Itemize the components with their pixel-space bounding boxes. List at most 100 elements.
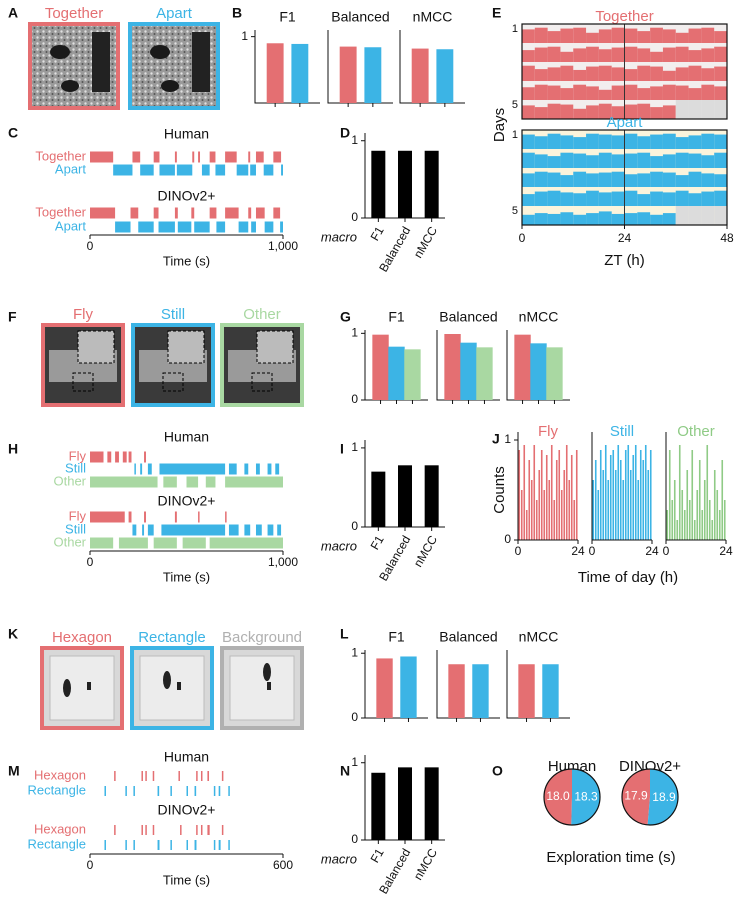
- activity-bar: [560, 212, 574, 225]
- bar: [460, 342, 477, 400]
- activity-bar: [662, 84, 676, 100]
- y-tick-label: 0: [351, 519, 358, 533]
- panel-letter: E: [492, 5, 501, 21]
- activity-bar: [598, 211, 612, 225]
- activity-bar: [586, 86, 599, 100]
- activity-bar: [662, 70, 676, 81]
- activity-bar: [560, 65, 574, 81]
- activity-bar: [611, 27, 625, 43]
- x-tick-label: 0: [87, 555, 94, 569]
- subplot-title: nMCC: [519, 629, 559, 645]
- activity-bar: [624, 104, 638, 119]
- activity-bar: [714, 31, 727, 43]
- row-label: 1: [512, 129, 518, 141]
- behavior-segment: [176, 164, 193, 176]
- activity-bar: [637, 194, 651, 206]
- panel-letter: J: [492, 431, 500, 447]
- x-tick-label: F1: [368, 846, 387, 865]
- behavior-segment: [221, 771, 224, 781]
- y-tick-label: 1: [351, 133, 358, 147]
- activity-bar: [701, 68, 715, 81]
- activity-bar: [675, 32, 689, 43]
- image-caption: Still: [161, 306, 185, 323]
- behavior-segment: [273, 151, 282, 163]
- behavior-segment: [90, 207, 116, 219]
- x-tick-label: 24: [645, 544, 659, 558]
- block-title: DINOv2+: [158, 802, 216, 818]
- activity-bar: [573, 108, 587, 119]
- x-tick-label: 1,000: [268, 239, 298, 253]
- activity-bar: [650, 27, 663, 43]
- behavior-segment: [194, 840, 197, 850]
- behavior-segment: [145, 825, 147, 835]
- behavior-segment: [125, 786, 127, 796]
- activity-bar: [573, 84, 587, 100]
- slice-label: 18.3: [574, 789, 598, 803]
- behavior-segment: [225, 511, 227, 523]
- panel-letter: A: [8, 5, 18, 21]
- activity-bar: [688, 65, 702, 81]
- behavior-segment: [182, 537, 206, 549]
- activity-bar: [650, 191, 663, 206]
- pie-slice: [647, 769, 679, 825]
- x-axis-label: Time (s): [163, 569, 210, 584]
- behavior-segment: [228, 524, 239, 536]
- behavior-segment: [153, 151, 160, 163]
- behavior-segment: [142, 524, 145, 536]
- behavior-segment: [158, 221, 175, 233]
- row-label: Rectangle: [27, 836, 86, 851]
- y-axis-label: Days: [491, 108, 508, 142]
- image-frame: [128, 22, 220, 110]
- activity-bar: [573, 171, 587, 187]
- behavior-segment: [255, 207, 265, 219]
- activity-bar: [534, 27, 548, 43]
- row-label: Rectangle: [27, 782, 86, 797]
- behavior-segment: [273, 207, 281, 219]
- activity-bar: [675, 137, 689, 149]
- activity-bar: [675, 175, 689, 187]
- behavior-segment: [244, 524, 251, 536]
- pie-title: Human: [548, 758, 596, 775]
- bar: [411, 48, 429, 103]
- activity-bar: [688, 88, 702, 100]
- behavior-segment: [159, 463, 226, 475]
- behavior-segment: [277, 524, 282, 536]
- y-tick-label: 1: [351, 326, 358, 340]
- photo-object: [177, 682, 181, 690]
- row-label: Still: [65, 460, 86, 475]
- behavior-segment: [213, 840, 216, 850]
- activity-bar: [688, 153, 702, 168]
- panel-letter: D: [340, 125, 350, 141]
- row-label: Fly: [69, 508, 87, 523]
- behavior-segment: [125, 840, 127, 850]
- behavior-segment: [225, 151, 237, 163]
- activity-bar: [573, 48, 587, 62]
- y-tick-label: 1: [351, 645, 358, 659]
- activity-bar: [624, 174, 638, 187]
- activity-bar: [611, 191, 625, 206]
- block-title: DINOv2+: [158, 188, 216, 204]
- axis-frame: [327, 30, 393, 104]
- behavior-segment: [191, 207, 195, 219]
- activity-bar: [714, 66, 727, 81]
- activity-bar: [675, 190, 689, 206]
- behavior-segment: [255, 151, 264, 163]
- bar: [530, 343, 547, 400]
- behavior-segment: [159, 164, 175, 176]
- image-caption: Rectangle: [138, 629, 206, 646]
- behavior-segment: [228, 463, 237, 475]
- activity-bar: [560, 175, 574, 187]
- activity-bar: [560, 88, 574, 100]
- activity-bar: [547, 213, 561, 225]
- bar: [291, 43, 309, 103]
- activity-bar: [522, 214, 535, 225]
- behavior-segment: [104, 786, 106, 796]
- activity-bar: [714, 134, 727, 149]
- behavior-segment: [152, 825, 155, 835]
- activity-bar: [522, 134, 535, 149]
- activity-bar: [522, 87, 535, 100]
- behavior-segment: [144, 511, 146, 523]
- row-label: 1: [512, 23, 518, 35]
- behavior-segment: [186, 840, 188, 850]
- image-caption: Apart: [156, 5, 193, 22]
